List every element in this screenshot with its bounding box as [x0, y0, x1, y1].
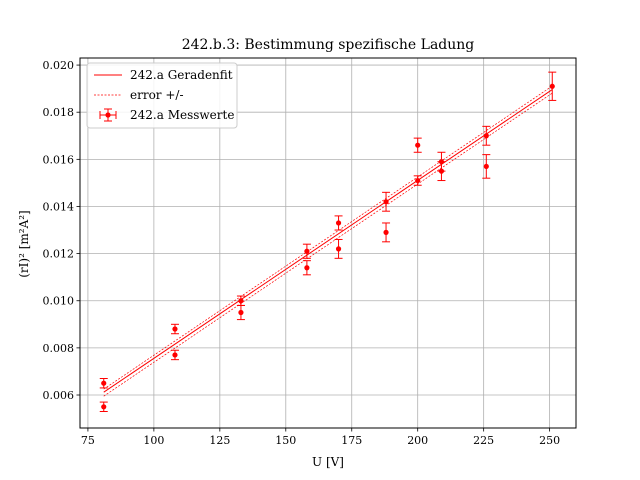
legend-label-fit: 242.a Geradenfit	[130, 68, 233, 82]
data-point	[548, 71, 557, 101]
y-tick-label: 0.018	[43, 106, 75, 119]
data-marker	[483, 133, 489, 139]
chart-title: 242.b.3: Bestimmung spezifische Ladung	[182, 37, 475, 53]
data-marker	[172, 352, 178, 358]
data-point	[170, 323, 179, 335]
legend: 242.a Geradenfit error +/- 242.a Messwer…	[86, 62, 238, 129]
data-point	[413, 137, 422, 153]
x-tick-label: 175	[341, 434, 362, 447]
x-tick-label: 125	[209, 434, 230, 447]
data-marker	[101, 380, 107, 386]
data-point	[170, 349, 179, 361]
data-marker	[304, 248, 310, 254]
data-marker	[383, 199, 389, 205]
data-marker	[304, 265, 310, 271]
error-band-upper	[103, 85, 553, 390]
grid-lines	[80, 58, 576, 428]
data-point	[334, 238, 343, 259]
x-tick-label: 100	[143, 434, 164, 447]
data-point	[334, 215, 343, 231]
data-marker	[238, 298, 244, 304]
data-point	[437, 161, 446, 182]
legend-swatch-points	[99, 108, 117, 122]
data-point	[99, 401, 108, 413]
data-point	[99, 378, 108, 389]
x-tick-label: 225	[473, 434, 494, 447]
data-point	[302, 260, 311, 276]
data-marker	[335, 220, 342, 226]
data-point	[482, 125, 491, 146]
x-tick-label: 200	[407, 434, 428, 447]
data-marker	[335, 246, 342, 252]
axis-ticks: 75 100 125 150 175 200 225 250 0.006 0.008 0.010 0.…	[43, 59, 561, 447]
fit-line	[103, 89, 553, 393]
y-tick-label: 0.016	[43, 153, 75, 166]
y-tick-label: 0.014	[43, 200, 75, 213]
data-marker	[415, 177, 421, 184]
data-marker	[101, 404, 107, 410]
data-point	[382, 191, 391, 212]
x-tick-label: 250	[539, 434, 560, 447]
data-marker	[238, 309, 244, 316]
data-points	[99, 71, 557, 413]
y-tick-label: 0.008	[43, 342, 75, 355]
x-tick-label: 75	[81, 434, 95, 447]
x-tick-label: 150	[275, 434, 296, 447]
data-point	[302, 243, 311, 259]
legend-box	[86, 62, 238, 129]
legend-label-points: 242.a Messwerte	[130, 108, 234, 122]
data-marker	[549, 83, 555, 89]
legend-label-error: error +/-	[130, 88, 184, 102]
y-tick-label: 0.012	[43, 248, 75, 261]
y-tick-label: 0.020	[43, 59, 75, 72]
data-point	[236, 304, 245, 321]
y-axis-title: (rI)² [m²A²]	[17, 210, 31, 278]
error-band	[103, 85, 553, 397]
error-band-lower	[103, 92, 553, 397]
data-point	[482, 154, 491, 179]
y-tick-label: 0.010	[43, 295, 75, 308]
data-point	[382, 222, 391, 243]
data-marker	[415, 142, 421, 148]
data-point	[413, 175, 422, 186]
plot-frame	[79, 57, 577, 429]
y-tick-label: 0.006	[43, 389, 75, 402]
fit-line-group	[103, 89, 553, 393]
data-marker	[172, 326, 178, 332]
data-marker	[483, 163, 489, 170]
data-marker	[438, 168, 445, 174]
x-axis-title: U [V]	[312, 455, 344, 469]
data-marker	[383, 229, 389, 235]
